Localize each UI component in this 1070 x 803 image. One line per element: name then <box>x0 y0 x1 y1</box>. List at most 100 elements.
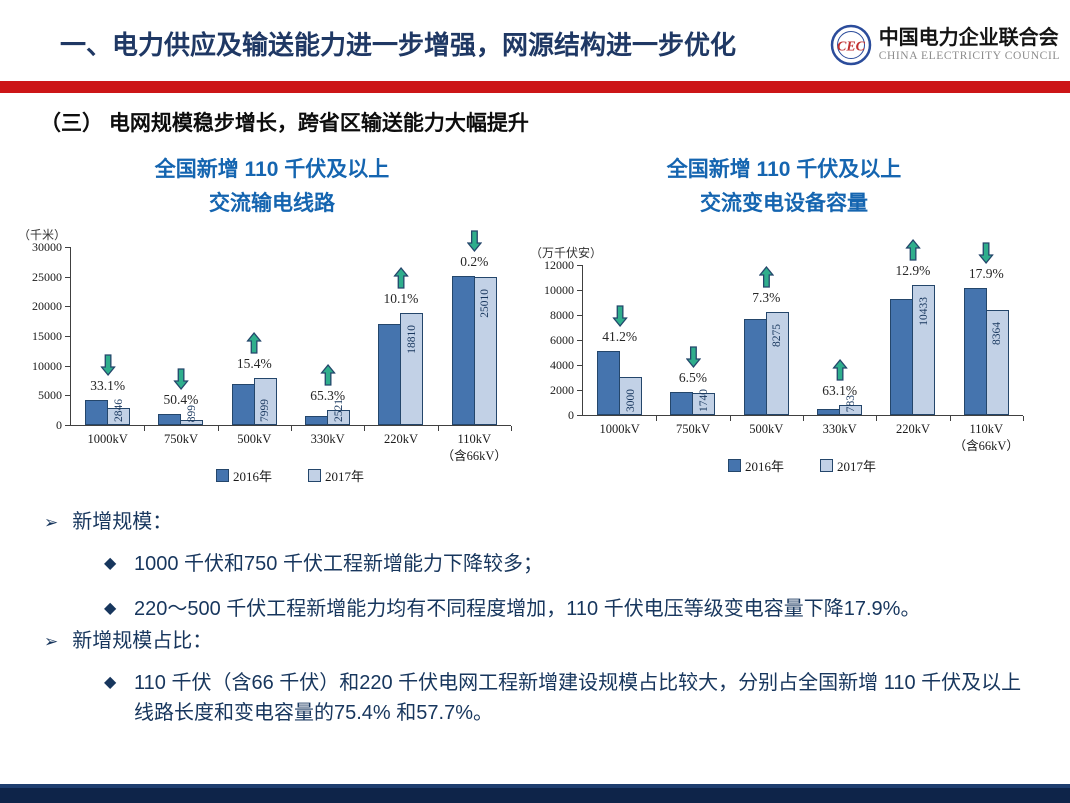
bar-2016-220kv <box>378 324 402 425</box>
trend-up-icon <box>831 358 848 381</box>
bar-group-110kv: 25010 0.2% 110kV （含66kV） <box>438 230 513 463</box>
y-tick-mark <box>65 395 70 397</box>
cec-logo: CEC 中国电力企业联合会 CHINA ELECTRICITY COUNCIL <box>830 24 1060 66</box>
bar-2016-500kv <box>231 384 255 425</box>
x-category-label: 1000kV <box>88 431 128 448</box>
y-tick-label: 4000 <box>550 358 574 372</box>
x-category-line: （含66kV） <box>953 438 1019 453</box>
x-category-line: 220kV <box>895 422 930 436</box>
x-category-line: 500kV <box>237 432 272 446</box>
bar-2016-1000kv <box>85 400 109 425</box>
y-tick-mark <box>65 365 70 367</box>
x-category-label: 330kV <box>823 421 857 438</box>
bar-2017-500kv: 7999 <box>253 378 277 425</box>
bullet-item-text: 220～500 千伏工程新增能力均有不同程度增加，110 千伏电压等级变电容量下… <box>134 598 921 620</box>
bar-group-750kv: 899 50.4% 750kV <box>144 247 219 446</box>
trend-annotation: 65.3% <box>310 363 346 404</box>
trend-percent-label: 65.3% <box>310 388 346 403</box>
bar-value-label: 10433 <box>917 297 930 326</box>
y-tick-mark <box>577 365 582 366</box>
x-category-label: 500kV <box>237 431 271 448</box>
trend-percent-label: 12.9% <box>895 263 931 278</box>
trend-up-icon <box>905 238 921 261</box>
org-name-cn: 中国电力企业联合会 <box>878 26 1059 49</box>
chart-figure-capacity: 全国新增 110 千伏及以上 交流变电设备容量 （万千伏安） 0 2000 4000 6… <box>528 153 1040 485</box>
legend-item: 2016年 <box>215 466 272 485</box>
x-category-line: 750kV <box>163 432 198 446</box>
legend-swatch <box>820 459 833 472</box>
trend-annotation: 12.9% <box>895 238 931 279</box>
x-category-line: 330kV <box>822 422 857 436</box>
red-divider-bar <box>0 81 1070 93</box>
legend-item: 2016年 <box>727 456 784 475</box>
bar-2017-330kv: 783 <box>839 395 863 415</box>
bar-2017-1000kv: 3000 <box>619 377 643 415</box>
bar-value-label: 25010 <box>479 289 492 318</box>
chart-legend: 2016年 2017年 <box>70 466 510 485</box>
bar-group-110kv: 8364 17.9% 110kV （含66kV） <box>950 242 1025 453</box>
trend-annotation: 33.1% <box>90 354 125 394</box>
bar-2016-110kv <box>451 276 475 425</box>
y-tick-label: 10000 <box>544 283 574 297</box>
cec-logo-icon: CEC <box>830 24 871 66</box>
chart-figure-line-length: 全国新增 110 千伏及以上 交流输电线路 （千米） 0 5000 10000 1500… <box>16 153 528 485</box>
diamond-icon: ◆ <box>104 674 117 691</box>
x-category-line: 750kV <box>675 422 710 436</box>
x-category-line: 110kV <box>969 422 1004 436</box>
trend-annotation: 7.3% <box>752 265 780 306</box>
legend-swatch <box>215 469 229 482</box>
chart-legend: 2016年 2017年 <box>582 456 1022 475</box>
bar-group-220kv: 10433 12.9% 220kV <box>876 238 951 436</box>
bar-2017-220kv: 10433 <box>912 285 936 415</box>
page-title: 一、电力供应及输送能力进一步增强，网源结构进一步优化 <box>60 29 737 60</box>
bullet-group: ➢ 新增规模占比： ◆ 110 千伏（含66 千伏）和220 千伏电网工程新增建… <box>44 624 1070 728</box>
bullet-item: ◆ 110 千伏（含66 千伏）和220 千伏电网工程新增建设规模占比较大，分别… <box>104 668 1070 728</box>
bar-group-750kv: 1740 6.5% 750kV <box>656 265 731 436</box>
bar-value-label: 18810 <box>405 325 418 354</box>
bar-group-220kv: 18810 10.1% 220kV <box>364 247 439 446</box>
trend-up-icon <box>393 266 409 289</box>
trend-percent-label: 41.2% <box>602 329 638 344</box>
chart-title-capacity: 全国新增 110 千伏及以上 交流变电设备容量 <box>528 153 1040 221</box>
y-tick-mark <box>65 425 70 426</box>
y-tick-label: 8000 <box>550 308 574 322</box>
bar-value-label: 3000 <box>624 389 637 412</box>
bullet-item: ◆ 220～500 千伏工程新增能力均有不同程度增加，110 千伏电压等级变电容… <box>104 594 1070 624</box>
bar-group-330kv: 783 63.1% 330kV <box>803 265 878 436</box>
trend-percent-label: 10.1% <box>383 291 419 306</box>
legend-swatch <box>308 469 321 482</box>
y-tick-label: 5000 <box>38 388 62 403</box>
x-category-line: 1000kV <box>599 422 640 436</box>
y-tick-label: 0 <box>56 418 62 432</box>
y-tick-label: 6000 <box>550 333 574 347</box>
trend-down-icon <box>685 346 701 369</box>
x-category-line: 500kV <box>749 422 784 436</box>
trend-annotation: 17.9% <box>969 242 1004 282</box>
axis-unit-label: （千米） <box>18 228 67 242</box>
y-tick-label: 20000 <box>32 299 62 314</box>
trend-annotation: 10.1% <box>383 266 419 307</box>
x-category-line: 110kV <box>457 432 492 446</box>
y-tick-mark <box>577 265 582 266</box>
trend-annotation: 41.2% <box>602 305 637 345</box>
org-name-en: CHINA ELECTRICITY COUNCIL <box>878 49 1060 62</box>
diamond-icon: ◆ <box>104 600 117 617</box>
bar-2017-330kv: 2521 <box>327 399 351 425</box>
bar-2016-110kv <box>963 288 987 415</box>
trend-percent-label: 63.1% <box>822 383 858 398</box>
y-tick-label: 0 <box>568 408 574 422</box>
axis-unit-label: （万千伏安） <box>530 246 603 260</box>
bar-2016-500kv <box>743 319 767 415</box>
trend-down-icon <box>173 368 189 391</box>
trend-percent-label: 6.5% <box>678 370 708 385</box>
bar-2017-220kv: 18810 <box>400 313 424 425</box>
bar-value-label: 8364 <box>991 322 1004 345</box>
trend-up-icon <box>319 363 336 386</box>
bar-group-500kv: 8275 7.3% 500kV <box>730 265 805 436</box>
trend-down-icon <box>611 305 628 328</box>
bar-value-label: 2846 <box>112 399 125 422</box>
x-category-label: 750kV <box>676 421 710 438</box>
bar-2016-220kv <box>890 299 914 415</box>
bar-2017-750kv: 899 <box>180 405 204 425</box>
